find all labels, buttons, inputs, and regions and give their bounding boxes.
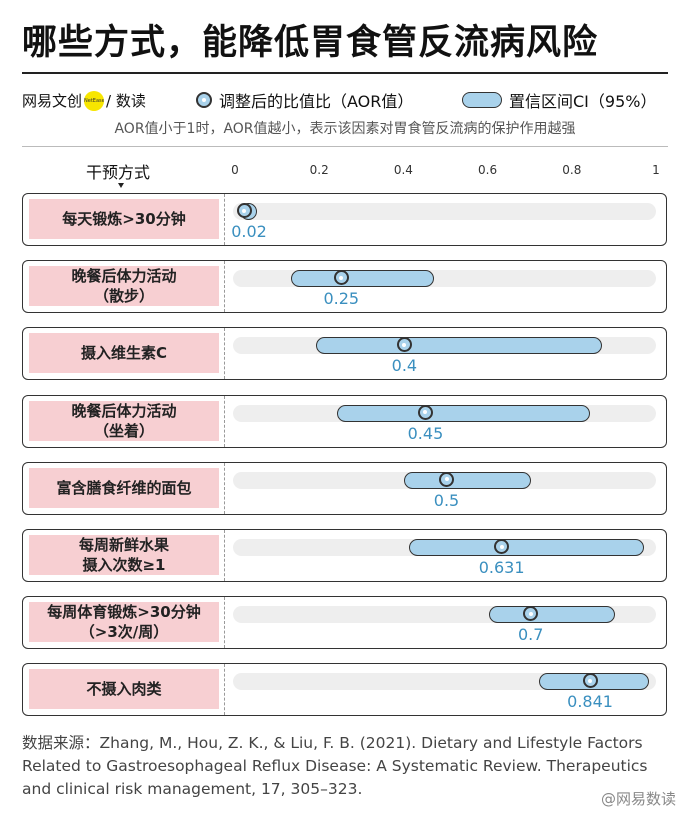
row-separator	[224, 530, 225, 581]
row-label: 每周体育锻炼>30分钟 （>3次/周）	[29, 602, 219, 643]
data-source: 数据来源：Zhang, M., Hou, Z. K., & Liu, F. B.…	[22, 734, 648, 798]
row-label: 不摄入肉类	[29, 669, 219, 710]
forest-row: 晚餐后体力活动 （坐着） 0.45	[22, 394, 667, 448]
ci-bar	[488, 606, 615, 624]
brand-dot-icon: NetEase	[84, 90, 105, 111]
watermark: @网易数读	[600, 790, 676, 808]
row-separator	[224, 462, 225, 514]
brand-right: / 数读	[106, 92, 146, 110]
aor-point	[494, 539, 510, 554]
row-separator	[224, 328, 225, 380]
page-title: 哪些方式，能降低胃食管反流病风险	[22, 23, 599, 63]
aor-value-label: 0.841	[567, 692, 613, 712]
aor-point	[417, 404, 433, 420]
row-track	[233, 203, 656, 220]
aor-value-label: 0.631	[478, 558, 525, 577]
ci-bar	[408, 539, 645, 556]
title-divider	[22, 72, 668, 74]
column-header: 干预方式	[86, 163, 151, 182]
forest-row: 每周体育锻炼>30分钟 （>3次/周） 0.7	[22, 596, 667, 650]
aor-point	[439, 471, 454, 487]
chart-note: AOR值小于1时，AOR值越小，表示该因素对胃食管反流病的保护作用越强	[114, 121, 576, 137]
aor-value-label: 0.45	[407, 423, 444, 443]
forest-row: 摄入维生素C 0.4	[22, 327, 667, 381]
legend-point-label: 调整后的比值比（AOR值）	[219, 92, 414, 111]
legend-ci: 置信区间CI（95%）	[462, 88, 656, 112]
column-arrow-icon	[118, 183, 124, 188]
row-separator	[224, 395, 225, 447]
x-tick-label: 0.8	[562, 163, 582, 177]
forest-row: 晚餐后体力活动 （散步） 0.25	[22, 260, 667, 314]
x-tick-label: 0.2	[309, 163, 329, 177]
aor-point	[333, 270, 349, 286]
aor-point	[582, 673, 598, 689]
aor-value-label: 0.4	[391, 356, 418, 376]
aor-value-label: 0.7	[517, 625, 544, 645]
aor-point	[523, 606, 539, 622]
row-separator	[224, 664, 225, 716]
ci-bar	[315, 337, 603, 355]
row-separator	[224, 194, 225, 245]
x-tick-label: 0	[231, 163, 239, 177]
legend-point: 调整后的比值比（AOR值）	[196, 88, 413, 112]
x-tick-label: 0.6	[478, 163, 498, 177]
aor-value-label: 0.5	[433, 490, 460, 510]
forest-row: 富含膳食纤维的面包 0.5	[22, 461, 667, 515]
forest-row: 每周新鲜水果 摄入次数≥1 0.631	[22, 529, 667, 582]
ci-bar	[337, 404, 590, 422]
forest-row: 不摄入肉类 0.841	[22, 663, 667, 717]
row-label: 晚餐后体力活动 （散步）	[29, 266, 219, 307]
legend-ci-label: 置信区间CI（95%）	[509, 92, 657, 111]
brand-left: 网易文创	[22, 92, 83, 110]
x-tick-label: 1	[652, 163, 660, 177]
row-label: 摄入维生素C	[29, 333, 219, 374]
aor-point	[236, 203, 252, 218]
ci-bar	[290, 270, 434, 288]
row-label: 富含膳食纤维的面包	[29, 467, 219, 508]
aor-value-label: 0.25	[323, 289, 360, 309]
row-label: 晚餐后体力活动 （坐着）	[29, 400, 219, 441]
brand-logo: 网易文创 NetEase / 数读	[22, 90, 146, 111]
note-divider	[22, 146, 668, 147]
forest-row: 每天锻炼>30分钟 0.02	[22, 193, 667, 246]
aor-value-label: 0.02	[231, 222, 267, 241]
x-tick-label: 0.4	[393, 163, 413, 177]
aor-point	[396, 337, 412, 353]
row-label: 每周新鲜水果 摄入次数≥1	[29, 535, 219, 575]
row-label: 每天锻炼>30分钟	[29, 199, 219, 239]
ci-bar	[404, 471, 531, 489]
aor-point-icon	[196, 92, 212, 108]
row-separator	[224, 597, 225, 649]
row-separator	[224, 261, 225, 313]
ci-bar-icon	[462, 92, 502, 108]
